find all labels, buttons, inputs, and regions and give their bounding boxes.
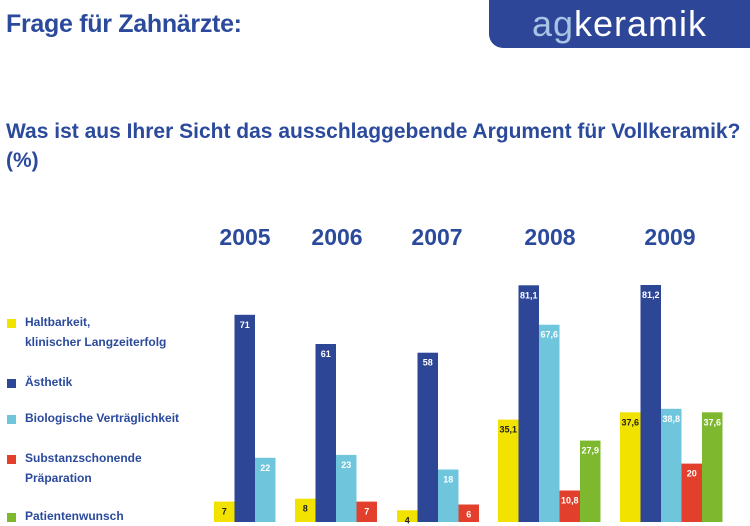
value-label-2009-substanzschonende: 20 [687, 469, 697, 479]
value-label-2007-biologische-verträglichkeit: 18 [443, 475, 453, 485]
bar-2008-biologische-verträglichkeit [539, 324, 560, 522]
page-title: Frage für Zahnärzte: [6, 10, 242, 38]
bar-2009-ästhetik [640, 285, 661, 522]
value-label-2006-biologische-verträglichkeit: 23 [341, 460, 351, 470]
value-label-2009-haltbarkeit: 37,6 [622, 417, 640, 427]
legend-swatch [7, 379, 16, 388]
brand-logo: ag keramik [489, 0, 750, 48]
value-label-2008-ästhetik: 81,1 [520, 290, 538, 300]
category-label-2008: 2008 [524, 224, 575, 250]
bar-2007-haltbarkeit [397, 510, 418, 522]
value-label-2006-substanzschonende: 7 [364, 507, 369, 517]
legend-swatch [7, 319, 16, 328]
logo-text-keramik: keramik [574, 3, 708, 44]
bar-2006-haltbarkeit [295, 498, 316, 522]
category-label-2005: 2005 [219, 224, 270, 250]
logo-text-ag: ag [531, 3, 574, 44]
legend-label: Substanzschonende Präparation [25, 451, 142, 485]
legend-label: Haltbarkeit, klinischer Langzeiterfolg [25, 315, 167, 349]
bar-2008-ästhetik [518, 285, 539, 522]
category-label-2006: 2006 [311, 224, 362, 250]
bar-2005-ästhetik [234, 314, 255, 522]
value-label-2007-substanzschonende: 6 [466, 510, 471, 520]
legend-label: Patientenwunsch [25, 509, 124, 523]
legend-item-substanzschonende: Substanzschonende Präparation [7, 451, 142, 488]
value-label-2005-haltbarkeit: 7 [222, 507, 227, 517]
legend-item-ästhetik: Ästhetik [7, 375, 72, 392]
value-label-2008-substanzschonende: 10,8 [561, 496, 579, 506]
bar-2009-patientenwunsch [702, 412, 723, 522]
value-label-2009-patientenwunsch: 37,6 [704, 417, 722, 427]
bar-2008-substanzschonende [559, 490, 580, 522]
bar-2005-biologische-verträglichkeit [255, 457, 276, 522]
bar-2007-biologische-verträglichkeit [438, 469, 459, 522]
bar-2009-haltbarkeit [620, 412, 641, 522]
bar-2009-substanzschonende [681, 463, 702, 522]
value-label-2007-haltbarkeit: 4 [405, 515, 410, 525]
value-label-2005-biologische-verträglichkeit: 22 [260, 463, 270, 473]
category-label-2009: 2009 [644, 224, 695, 250]
legend-item-haltbarkeit: Haltbarkeit, klinischer Langzeiterfolg [7, 315, 166, 352]
bar-2006-biologische-verträglichkeit [336, 454, 357, 522]
value-label-2009-biologische-verträglichkeit: 38,8 [663, 414, 681, 424]
chart-legend: Haltbarkeit, klinischer Langzeiterfolg Äs… [7, 0, 207, 526]
chart-question: Was ist aus Ihrer Sicht das ausschlaggeb… [6, 120, 741, 172]
value-label-2008-haltbarkeit: 35,1 [500, 425, 518, 435]
legend-item-biologische-verträglichkeit: Biologische Verträglichkeit [7, 411, 179, 428]
value-label-2009-ästhetik: 81,2 [642, 290, 660, 300]
bar-2006-ästhetik [315, 344, 336, 522]
value-label-2006-ästhetik: 61 [321, 349, 331, 359]
legend-label: Ästhetik [25, 375, 73, 389]
bar-2007-ästhetik [417, 352, 438, 522]
legend-swatch [7, 415, 16, 424]
bar-2008-patientenwunsch [580, 440, 601, 522]
bar-2008-haltbarkeit [498, 419, 519, 522]
bar-2007-substanzschonende [458, 504, 479, 522]
value-label-2006-haltbarkeit: 8 [303, 504, 308, 514]
legend-item-patientenwunsch: Patientenwunsch [7, 509, 124, 526]
value-label-2008-biologische-verträglichkeit: 67,6 [541, 330, 559, 340]
legend-label: Biologische Verträglichkeit [25, 411, 180, 425]
category-label-2007: 2007 [411, 224, 462, 250]
bar-2005-haltbarkeit [214, 501, 235, 522]
value-label-2008-patientenwunsch: 27,9 [582, 446, 600, 456]
bar-2006-substanzschonende [356, 501, 377, 522]
legend-swatch [7, 455, 16, 464]
bar-2009-biologische-verträglichkeit [661, 408, 682, 522]
value-label-2007-ästhetik: 58 [423, 358, 433, 368]
legend-swatch [7, 513, 16, 522]
value-label-2005-ästhetik: 71 [240, 320, 250, 330]
